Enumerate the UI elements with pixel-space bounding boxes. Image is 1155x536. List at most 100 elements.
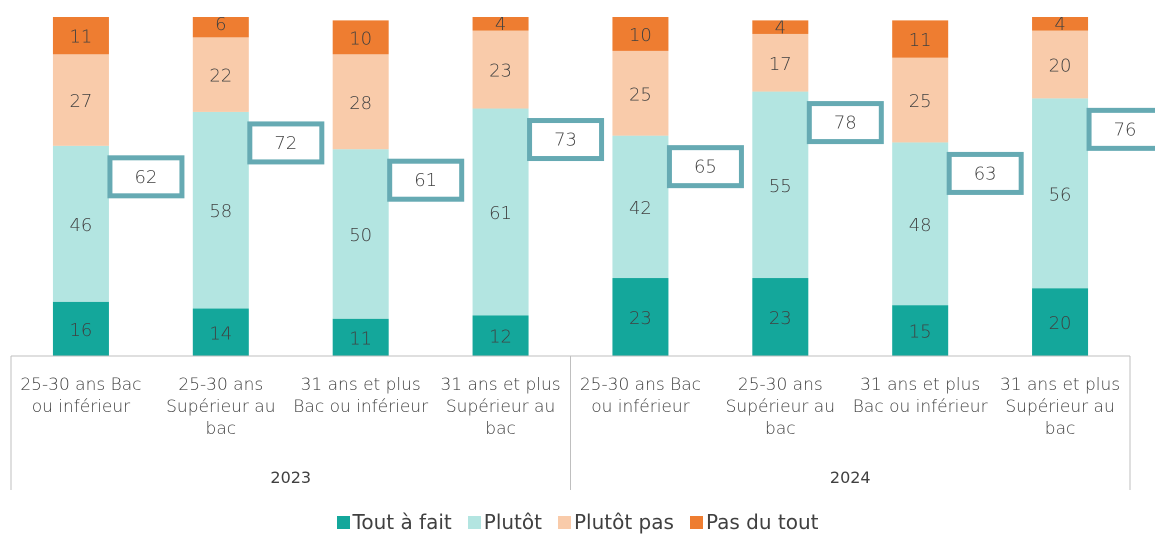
data-label: 25 [909,91,932,112]
bar-segment [472,17,529,31]
x-tick-label: 25-30 ans Bac ou inférieur [579,375,702,417]
data-label: 11 [69,27,92,48]
bar-segment [192,111,249,309]
x-tick-label: 31 ans et plus Bac ou inférieur [852,375,988,417]
data-label: 16 [69,320,92,341]
bar-segment [892,305,949,356]
x-tick-label: 25-30 ans Supérieur au bac [725,375,835,439]
data-label: 27 [69,91,92,112]
total-label: 72 [274,133,297,154]
legend-label: Pas du tout [705,510,819,534]
bar-segment [892,57,949,143]
x-tick-label: 31 ans et plus Supérieur au bac [440,375,561,439]
bar-segment [192,17,249,38]
total-box [107,155,185,199]
bar-segment [472,30,529,109]
data-label: 11 [349,328,372,349]
bar-segment [192,37,249,112]
data-label: 6 [215,14,226,35]
bar-segment [332,54,389,150]
total-label: 65 [694,157,717,178]
total-label: 61 [414,170,437,191]
data-label: 58 [209,201,232,222]
data-label: 25 [629,84,652,105]
bar-segment [752,278,809,356]
total-box [946,151,1024,195]
total-box [247,121,325,165]
bar-segment [612,50,669,136]
legend-item: Pas du tout [689,510,819,534]
bar-segment [752,91,809,279]
legend-swatch [467,515,481,529]
x-tick-label: 31 ans et plus Supérieur au bac [999,375,1121,439]
total-box [387,158,465,202]
data-label: 23 [629,308,652,329]
total-label: 76 [1114,119,1137,140]
bar-segment [752,20,809,34]
bar-segment [52,145,109,302]
data-label: 20 [1049,313,1072,334]
bar-segment [892,142,949,306]
total-box [666,145,744,189]
data-label: 14 [209,323,232,344]
total-box [1086,107,1155,151]
bar-segment [52,54,109,146]
data-label: 46 [69,215,92,236]
data-label: 55 [769,176,792,197]
bar-segment [1032,98,1089,289]
data-label: 4 [495,14,506,35]
legend-label: Plutôt pas [573,510,674,534]
legend-swatch [689,515,703,529]
bar-segment [612,17,669,51]
bar-segment [192,308,249,356]
data-label: 15 [909,322,932,343]
data-label: 42 [629,198,652,219]
bar-segment [1032,30,1089,99]
data-label: 61 [489,203,512,224]
x-tick-label: 31 ans et plus Bac ou inférieur [293,375,429,417]
total-label: 73 [554,130,577,151]
data-label: 10 [629,25,652,46]
legend-item: Tout à fait [336,510,452,534]
legend-swatch [336,515,350,529]
data-label: 48 [909,215,932,236]
data-label: 22 [209,66,232,87]
data-label: 23 [769,308,792,329]
total-label: 78 [834,113,857,134]
bar-segment [332,318,389,356]
data-label: 28 [349,93,372,114]
legend-item: Plutôt pas [557,510,674,534]
bar-segment [1032,288,1089,356]
bar-segment [472,315,529,356]
legend-label: Tout à fait [352,510,452,534]
legend: Tout à fait Plutôt Plutôt pas Pas du tout [0,510,1155,534]
bar-segment [332,149,389,319]
total-box [806,101,884,145]
data-label: 10 [349,28,372,49]
legend-swatch [557,515,571,529]
data-label: 50 [349,225,372,246]
bar-segment [472,108,529,316]
data-label: 4 [1054,14,1065,35]
bar-segment [612,278,669,356]
bar-segment [52,301,109,356]
bar-segment [52,17,109,55]
data-label: 56 [1049,184,1072,205]
total-box [527,118,605,162]
group-label: 2024 [829,468,871,487]
data-label: 12 [489,327,512,348]
legend-item: Plutôt [467,510,542,534]
x-tick-label: 25-30 ans Supérieur au bac [166,375,276,439]
total-label: 63 [974,163,997,184]
bar-segment [892,20,949,58]
bar-segment [1032,17,1089,31]
bar-segment [752,33,809,92]
bar-segment [612,135,669,279]
bar-segment [332,20,389,55]
data-label: 4 [775,17,786,38]
legend-label: Plutôt [483,510,542,534]
data-label: 23 [489,61,512,82]
data-label: 17 [769,54,792,75]
